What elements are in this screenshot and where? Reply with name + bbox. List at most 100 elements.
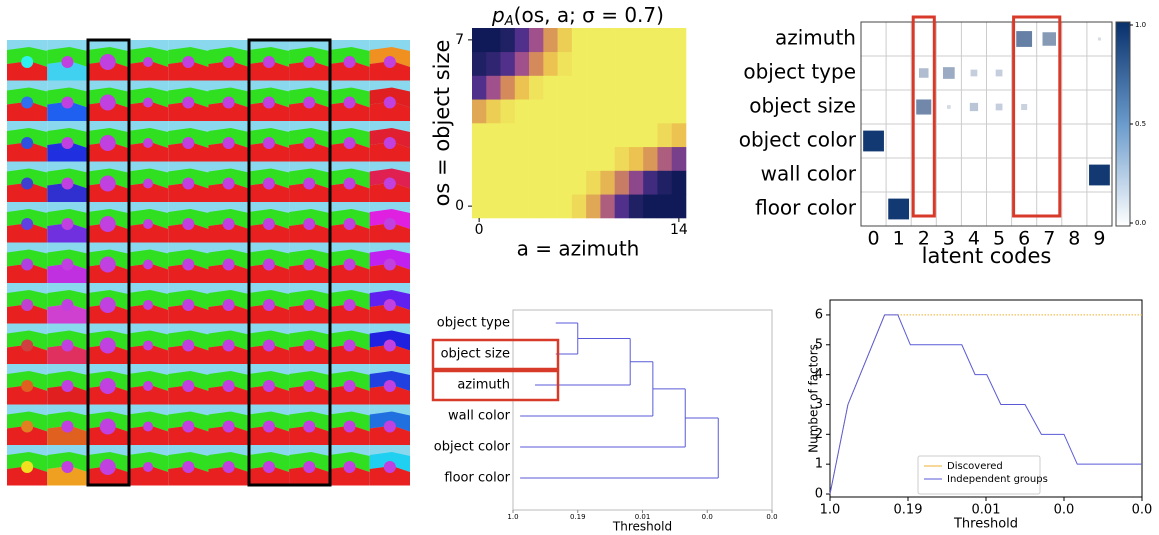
tile-object <box>383 380 396 392</box>
tile-floor <box>168 466 209 486</box>
heat-cell <box>571 194 587 219</box>
x-tick-label: 0.0 <box>1054 503 1075 518</box>
tile-object <box>99 256 116 273</box>
heat-cell <box>586 123 601 148</box>
tile-floor <box>248 344 290 364</box>
heat-cell <box>657 28 673 53</box>
heat-cell <box>543 146 558 171</box>
tile-object <box>61 137 74 149</box>
tile-floor <box>329 182 370 202</box>
tile-floor <box>329 344 370 364</box>
heat-cell <box>571 146 587 171</box>
tile-object <box>99 175 116 192</box>
heat-cell <box>600 194 615 219</box>
leaf-label: object size <box>441 347 510 362</box>
weight-square <box>1042 32 1056 46</box>
tile-object <box>21 96 34 109</box>
tile-object <box>262 420 275 433</box>
tile-object <box>222 258 235 271</box>
tile-floor <box>127 425 169 445</box>
tile-floor <box>47 101 88 121</box>
chart-title: pA(os, a; σ = 0.7) <box>491 3 664 29</box>
y-tick-label: 0 <box>455 198 464 214</box>
highlight-box <box>431 369 560 402</box>
tile-floor <box>7 223 48 243</box>
heat-cell <box>472 123 487 148</box>
tile-floor <box>248 101 290 121</box>
tile-floor <box>208 466 249 486</box>
tile-object <box>303 339 316 352</box>
tile-floor <box>127 466 169 486</box>
heat-cell <box>571 123 587 148</box>
tile-object <box>262 461 275 473</box>
heat-cell <box>586 99 601 124</box>
tile-object <box>99 216 116 232</box>
x-tick-label: 6 <box>1018 228 1030 250</box>
tile-object <box>222 299 235 311</box>
heat-cell <box>529 170 544 195</box>
tile-object <box>61 177 74 190</box>
legend-label: Independent groups <box>947 474 1048 485</box>
weight-square <box>970 69 978 77</box>
x-tick-label: 3 <box>943 228 955 250</box>
heat-cell <box>529 51 544 76</box>
tile-object <box>222 339 235 352</box>
x-axis-label: Threshold <box>612 520 672 534</box>
tile-object <box>303 299 316 311</box>
tile-floor <box>369 182 410 202</box>
tile-object <box>383 299 396 311</box>
heat-cell <box>529 123 544 148</box>
x-tick-label: 0.01 <box>635 513 651 521</box>
image-grid <box>7 40 410 486</box>
heat-cell <box>657 146 673 171</box>
tile-floor <box>289 101 330 121</box>
tile-floor <box>47 142 88 162</box>
tile-object <box>143 219 154 229</box>
heat-cell <box>557 123 573 148</box>
tile-object <box>143 57 154 67</box>
y-tick-label: 6 <box>815 307 823 322</box>
tile-floor <box>329 142 370 162</box>
tile-object <box>222 137 235 149</box>
tile-floor <box>369 385 410 405</box>
heat-cell <box>472 99 487 124</box>
highlight-box <box>431 338 560 371</box>
heat-cell <box>529 99 544 124</box>
tile-floor <box>127 304 169 324</box>
heat-cell <box>529 28 544 53</box>
tile-object <box>143 138 154 148</box>
tile-floor <box>208 142 249 162</box>
heat-cell <box>557 194 573 219</box>
tile-object <box>182 137 195 149</box>
weight-square <box>863 130 884 152</box>
x-tick-label: 1.0 <box>820 503 841 518</box>
tile-floor <box>289 344 330 364</box>
tile-floor <box>248 304 290 324</box>
tile-floor <box>168 425 209 445</box>
tile-floor <box>168 385 209 405</box>
heat-cell <box>671 170 687 195</box>
heat-cell <box>571 51 587 76</box>
tile-floor <box>369 344 410 364</box>
tile-object <box>182 218 195 230</box>
heat-cell <box>628 123 644 148</box>
heat-cell <box>614 194 630 219</box>
tile-floor <box>208 101 249 121</box>
heat-cell <box>643 99 658 124</box>
heat-cell <box>671 146 687 171</box>
heat-cell <box>557 99 573 124</box>
tile-object <box>21 339 34 352</box>
tile-object <box>61 420 74 433</box>
y-tick-label: 7 <box>455 32 464 48</box>
x-axis-label: latent codes <box>922 244 1052 268</box>
y-tick-label: 3 <box>815 397 823 412</box>
tile-object <box>21 461 34 473</box>
heat-cell <box>628 99 644 124</box>
heat-cell <box>586 170 601 195</box>
tile-floor <box>7 142 48 162</box>
tile-floor <box>87 344 128 364</box>
title-part: (os, a; σ = 0.7) <box>514 3 664 27</box>
heat-cell <box>600 170 615 195</box>
tile-object <box>182 177 195 190</box>
tile-floor <box>248 425 290 445</box>
